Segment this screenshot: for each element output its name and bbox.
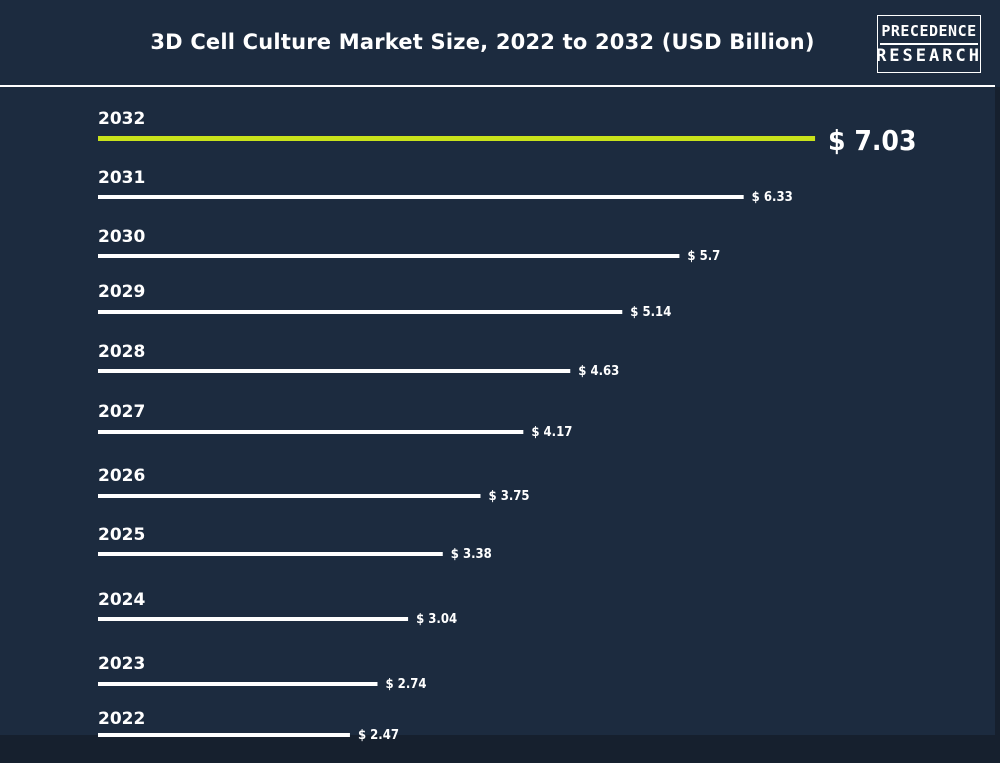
bar-2027	[98, 430, 524, 434]
bar-2028	[98, 369, 571, 373]
value-label-2032: $ 7.03	[828, 124, 916, 157]
logo-line-2: RESEARCH	[876, 45, 982, 66]
value-label-2022: $ 2.47	[358, 728, 399, 743]
logo-line-1: PRECEDENCE	[881, 22, 977, 41]
value-label-2028: $ 4.63	[578, 364, 619, 379]
bar-2031	[98, 195, 744, 199]
bar-2025	[98, 552, 443, 556]
year-label-2032: 2032	[98, 109, 145, 129]
chart-title: 3D Cell Culture Market Size, 2022 to 203…	[150, 30, 815, 54]
year-label-2026: 2026	[98, 466, 145, 486]
bar-2029	[98, 310, 623, 314]
year-label-2030: 2030	[98, 227, 145, 247]
frame-edge	[995, 87, 1000, 735]
value-label-2024: $ 3.04	[416, 612, 457, 627]
year-label-2025: 2025	[98, 525, 145, 545]
bar-2026	[98, 494, 481, 498]
year-label-2024: 2024	[98, 590, 145, 610]
value-label-2025: $ 3.38	[451, 547, 492, 562]
value-label-2023: $ 2.74	[385, 677, 426, 692]
year-label-2029: 2029	[98, 282, 145, 302]
precedence-research-logo: PRECEDENCE RESEARCH	[876, 15, 982, 73]
year-label-2022: 2022	[98, 709, 145, 729]
logo-separator	[880, 43, 978, 45]
value-label-2030: $ 5.7	[687, 249, 720, 264]
bar-2023	[98, 682, 378, 686]
value-label-2031: $ 6.33	[752, 190, 793, 205]
bar-2030	[98, 254, 680, 258]
year-label-2027: 2027	[98, 402, 145, 422]
value-label-2027: $ 4.17	[531, 425, 572, 440]
value-label-2026: $ 3.75	[489, 489, 530, 504]
bar-2032	[98, 136, 816, 141]
bar-2024	[98, 617, 409, 621]
year-label-2031: 2031	[98, 168, 145, 188]
year-label-2028: 2028	[98, 342, 145, 362]
bottom-edge	[0, 735, 1000, 763]
value-label-2029: $ 5.14	[630, 305, 671, 320]
title-divider	[0, 85, 995, 87]
bar-2022	[98, 733, 350, 737]
year-label-2023: 2023	[98, 654, 145, 674]
